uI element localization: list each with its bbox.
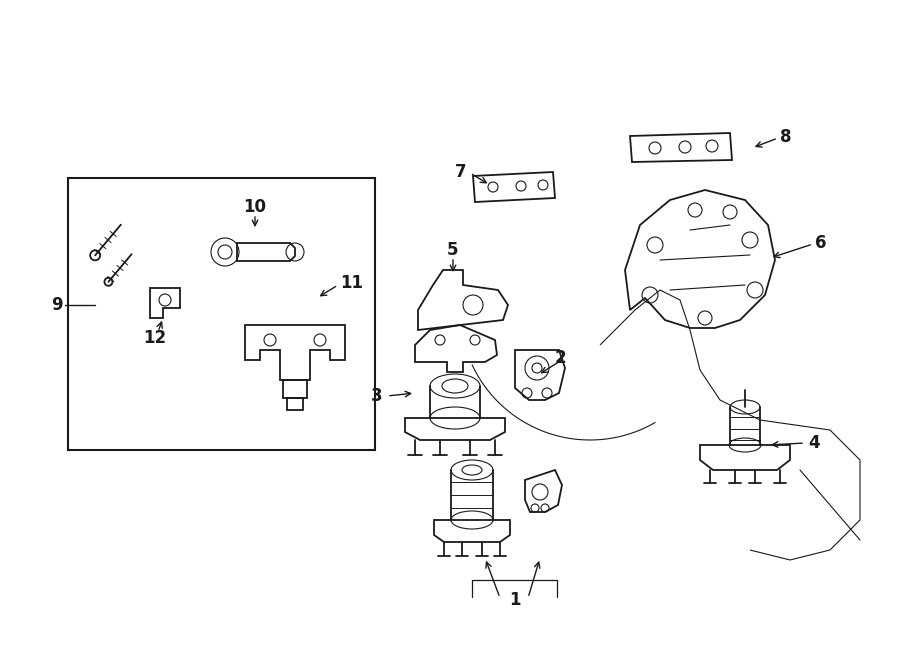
Text: 7: 7 <box>454 163 466 181</box>
Bar <box>283 380 307 398</box>
Text: 1: 1 <box>509 591 521 609</box>
Bar <box>287 398 303 410</box>
Bar <box>68 178 375 450</box>
Text: 11: 11 <box>340 274 363 292</box>
Text: 9: 9 <box>51 296 63 314</box>
Text: 2: 2 <box>555 349 567 367</box>
Text: 3: 3 <box>372 387 383 405</box>
Text: 5: 5 <box>447 241 459 259</box>
Text: 10: 10 <box>244 198 266 216</box>
Text: 6: 6 <box>815 234 826 252</box>
Text: 12: 12 <box>143 329 166 347</box>
Text: 4: 4 <box>808 434 820 452</box>
Text: 8: 8 <box>780 128 791 146</box>
